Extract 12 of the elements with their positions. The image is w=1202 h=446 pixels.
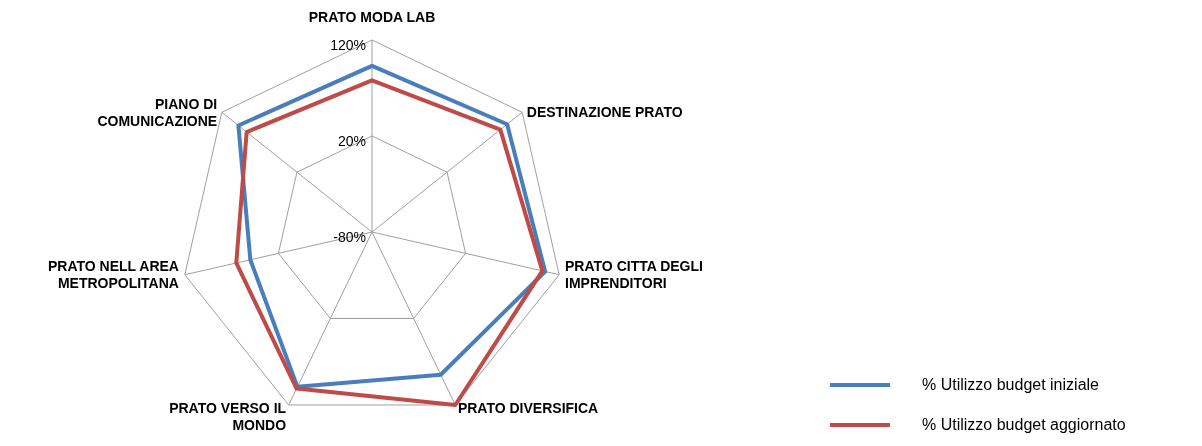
spoke-label: PRATO CITTA DEGLI IMPRENDITORI [565,258,703,292]
spoke-label: PIANO DI COMUNICAZIONE [97,95,218,129]
y-tick-label: 120% [330,37,366,53]
y-tick-label: 20% [337,133,366,149]
y-tick-label: -80% [333,229,366,245]
spoke-label: DESTINAZIONE PRATO [526,104,683,121]
spoke-label: PRATO VERSO IL MONDO [169,399,287,433]
spoke-label: PRATO MODA LAB [308,9,436,25]
legend-label: % Utilizzo budget aggiornato [922,416,1126,433]
legend-label: % Utilizzo budget iniziale [922,376,1100,393]
spoke-label: PRATO NELL AREA METROPOLITANA [48,258,179,292]
spoke-label: PRATO DIVERSIFICA [457,399,599,416]
